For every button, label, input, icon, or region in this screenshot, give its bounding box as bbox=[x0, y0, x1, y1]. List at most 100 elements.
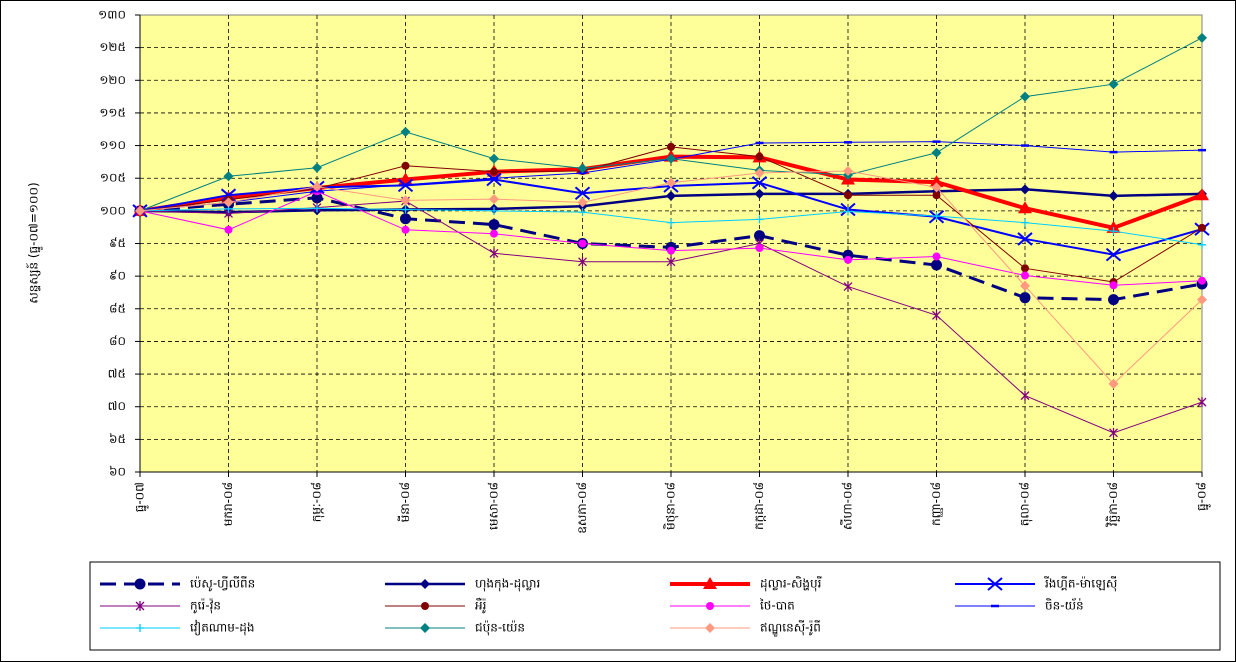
marker bbox=[666, 177, 676, 188]
marker bbox=[1106, 220, 1121, 233]
marker bbox=[754, 167, 765, 178]
marker bbox=[490, 206, 498, 215]
marker bbox=[843, 166, 853, 177]
x-tick-label: មករា-០៨ bbox=[221, 482, 235, 526]
legend-label: ឥណ្ឌូនេស៊ី-រ៉ូពី bbox=[760, 620, 821, 638]
marker bbox=[401, 205, 410, 214]
marker bbox=[400, 213, 411, 225]
marker bbox=[1020, 390, 1030, 401]
marker bbox=[1108, 378, 1119, 389]
marker bbox=[844, 207, 852, 216]
marker bbox=[932, 310, 941, 321]
marker bbox=[1017, 232, 1033, 246]
marker bbox=[401, 161, 410, 170]
marker bbox=[666, 256, 676, 267]
marker bbox=[489, 248, 499, 259]
y-tick-label: ៩០ bbox=[109, 269, 126, 283]
marker bbox=[577, 163, 588, 174]
marker bbox=[400, 195, 411, 206]
marker bbox=[313, 204, 321, 213]
y-tick-label: ១០៥ bbox=[100, 171, 126, 185]
marker bbox=[1109, 227, 1118, 236]
marker bbox=[931, 182, 942, 193]
y-tick-label: ១០០ bbox=[100, 203, 126, 217]
marker bbox=[1109, 281, 1118, 290]
marker bbox=[578, 239, 587, 248]
legend-marker bbox=[420, 623, 430, 633]
marker bbox=[1108, 190, 1119, 201]
marker bbox=[931, 259, 942, 271]
marker bbox=[400, 126, 411, 137]
marker bbox=[755, 152, 764, 161]
legend-label: រីងហ្គីត-ម៉ាឡេស៊ី bbox=[1044, 576, 1118, 592]
marker bbox=[1108, 79, 1119, 90]
marker bbox=[578, 208, 587, 217]
legend-label: ជប៉ុន-យ៉េន bbox=[475, 620, 525, 636]
marker bbox=[1019, 292, 1031, 304]
marker bbox=[1021, 218, 1029, 227]
legend-marker bbox=[703, 577, 717, 589]
legend-marker bbox=[136, 624, 144, 632]
legend-label: ថៃ-បាត bbox=[759, 598, 795, 613]
marker bbox=[666, 153, 676, 164]
marker bbox=[574, 186, 591, 200]
marker bbox=[223, 197, 234, 208]
marker bbox=[490, 229, 498, 238]
x-tick-label: ឧសភា-០៨ bbox=[575, 482, 589, 534]
y-tick-label: ៧៥ bbox=[108, 367, 126, 381]
y-tick-label: ១២៥ bbox=[99, 40, 126, 54]
legend-label: ប៉េសូ-ហ្វីលីពីន bbox=[190, 576, 255, 592]
y-tick-label: ១១០ bbox=[99, 138, 126, 152]
marker bbox=[844, 255, 852, 264]
marker bbox=[666, 190, 676, 201]
marker bbox=[1020, 91, 1030, 102]
marker bbox=[1108, 294, 1119, 306]
marker bbox=[135, 205, 145, 216]
y-axis-title: សន្ទស្សន៍ (ធ្នូ-០៧=១០០) bbox=[26, 182, 44, 303]
marker bbox=[755, 244, 764, 253]
legend-marker bbox=[421, 602, 429, 610]
marker bbox=[931, 147, 942, 158]
x-tick-label: មិថុនា-០៨ bbox=[663, 482, 679, 530]
marker bbox=[401, 225, 410, 234]
y-tick-label: ៦៥ bbox=[109, 432, 126, 446]
x-tick-label: ធ្នូ-០៨ bbox=[1195, 482, 1212, 511]
marker bbox=[1105, 247, 1122, 262]
x-tick-label: សីហា-០៨ bbox=[840, 482, 855, 530]
marker bbox=[1198, 276, 1206, 285]
legend-marker bbox=[135, 601, 145, 611]
x-tick-label: កញ្ញា-០៨ bbox=[929, 482, 943, 526]
marker bbox=[1197, 32, 1207, 43]
marker bbox=[1195, 188, 1209, 201]
legend-label: អឺរ៉ូ bbox=[475, 598, 487, 614]
marker bbox=[754, 230, 765, 242]
y-tick-label: ៧០ bbox=[108, 399, 126, 413]
y-tick-label: ៨០ bbox=[109, 334, 126, 348]
legend-label: ហុងកុង-ដុល្លារ bbox=[475, 577, 540, 592]
x-tick-label: តុលា-០៨ bbox=[1018, 482, 1033, 526]
legend-marker bbox=[134, 578, 146, 590]
legend-label: កូរ៉េ-វ៉ុន bbox=[190, 598, 221, 614]
marker bbox=[843, 281, 853, 292]
marker bbox=[667, 246, 675, 255]
marker bbox=[311, 192, 323, 204]
marker bbox=[929, 175, 944, 188]
y-tick-label: ១២០ bbox=[99, 73, 126, 87]
y-tick-label: ៦០ bbox=[109, 465, 126, 479]
marker bbox=[486, 172, 502, 187]
marker bbox=[1020, 280, 1030, 291]
marker bbox=[751, 176, 768, 190]
x-tick-label: មេសា-០៨ bbox=[487, 482, 501, 530]
marker bbox=[578, 256, 587, 267]
marker bbox=[1198, 240, 1206, 249]
marker bbox=[489, 153, 499, 164]
marker bbox=[1020, 184, 1030, 195]
marker bbox=[754, 188, 765, 199]
marker bbox=[1197, 397, 1207, 408]
legend-label: ចិន-យ័ន់ bbox=[1045, 598, 1084, 613]
y-tick-label: ១១៥ bbox=[99, 105, 126, 119]
y-tick-label: ៩៥ bbox=[109, 236, 126, 250]
x-tick-label: កក្កដា-០៨ bbox=[752, 482, 766, 530]
x-tick-label: កុម្ភៈ-០៨ bbox=[310, 482, 325, 522]
